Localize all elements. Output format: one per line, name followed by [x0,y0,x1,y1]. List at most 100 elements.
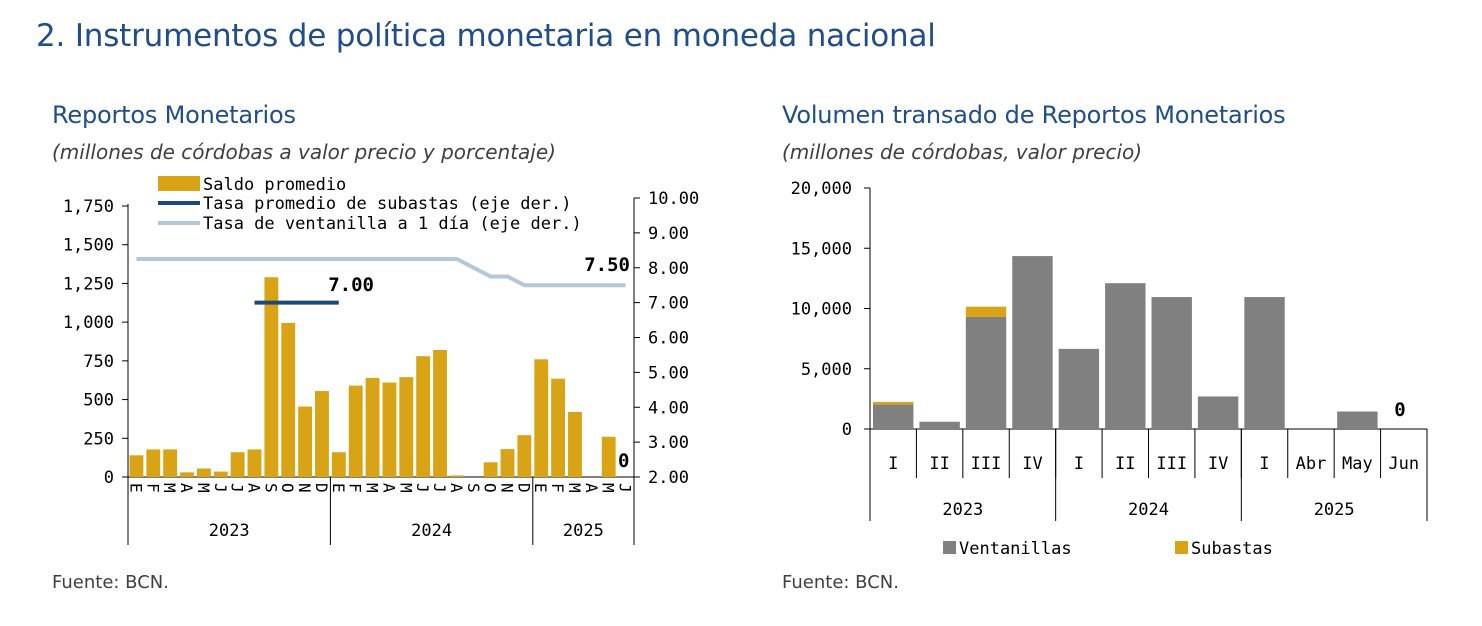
x-month-label: M [363,483,382,493]
ventanillas-bar [1151,297,1192,429]
legend-swatch-saldo [158,176,200,191]
x-month-label: J [228,483,247,493]
left-source-note: Fuente: BCN. [52,572,169,593]
x-month-label: N [498,483,517,493]
last-value-label: 0 [1394,399,1405,421]
saldo-promedio-bar [331,452,346,477]
y-tick-label: 10,000 [791,300,852,320]
left-y-tick-label: 1,250 [63,274,114,294]
left-y-tick-label: 1,000 [63,313,114,333]
legend-label: Tasa de ventanilla a 1 día (eje der.) [203,214,582,234]
right-y-tick-label: 10.00 [648,189,699,209]
y-tick-label: 0 [842,420,852,440]
ventanillas-bar [1012,256,1053,429]
saldo-promedio-bar [281,322,296,477]
x-category-label: IV [1022,454,1042,474]
x-month-label: M [565,483,584,493]
x-category-label: I [888,454,898,474]
x-month-label: O [481,483,500,493]
y-tick-label: 5,000 [801,360,852,380]
ventanillas-bar [965,316,1007,429]
saldo-promedio-bar [517,435,532,477]
x-category-label: II [929,454,949,474]
left-y-tick-label: 750 [83,352,114,372]
ventanillas-bar [1197,396,1239,429]
ventanillas-bar [1105,283,1146,429]
legend-swatch-ventanillas [943,541,956,554]
legend-label: Saldo promedio [203,175,346,195]
x-month-label: O [278,483,297,493]
x-month-label: S [464,483,483,493]
left-chart-title: Reportos Monetarios [52,101,296,129]
saldo-promedio-bar [196,468,211,477]
saldo-promedio-bar [129,455,144,477]
ventanillas-bar [1058,348,1100,429]
ventanillas-bar [873,404,914,429]
x-month-label: D [312,483,331,493]
right-y-tick-label: 2.00 [648,468,689,488]
x-category-label: IV [1208,454,1228,474]
x-month-label: E [531,483,550,493]
right-source-note: Fuente: BCN. [782,572,899,593]
right-y-tick-label: 8.00 [648,259,689,279]
x-month-label: M [396,483,415,493]
y-tick-label: 15,000 [791,239,852,259]
x-month-label: M [599,483,618,493]
right-chart-subtitle: (millones de córdobas, valor precio) [782,140,1143,164]
legend-label-ventanillas: Ventanillas [959,539,1072,559]
saldo-promedio-bar [382,382,397,477]
left-y-tick-label: 1,500 [63,236,114,256]
ventanillas-bar [919,421,960,429]
left-y-tick-label: 0 [104,468,114,488]
ventanillas-bar [1244,297,1285,429]
x-year-label: 2025 [1314,500,1355,520]
saldo-promedio-bar [551,378,566,477]
x-month-label: A [447,483,466,493]
right-y-tick-label: 9.00 [648,224,689,244]
saldo-promedio-bar [568,411,582,477]
left-y-tick-label: 1,750 [63,197,114,217]
saldo-promedio-bar [483,462,498,477]
x-year-label: 2025 [563,521,604,541]
left-chart-subtitle: (millones de córdobas a valor precio y p… [52,140,556,164]
x-category-label: I [1259,454,1269,474]
x-category-label: III [971,454,1002,474]
legend-label-subastas: Subastas [1191,539,1273,559]
last-value-label: 0 [618,450,629,472]
saldo-promedio-bar [315,391,329,477]
legend-label: Tasa promedio de subastas (eje der.) [203,194,571,214]
saldo-promedio-bar [416,356,431,477]
reportos-monetarios-chart: 0 250 500 750 1,000 1,250 1,500 1,750 2.00 3.00 4.… [63,175,699,545]
x-year-label: 2024 [1128,500,1169,520]
x-month-label: J [211,483,230,493]
saldo-promedio-bar [213,471,228,477]
saldo-promedio-bar [534,359,549,477]
page-title: 2. Instrumentos de política monetaria en… [36,18,936,54]
x-category-label: Abr [1296,454,1327,474]
x-year-label: 2023 [942,500,983,520]
saldo-promedio-bar [146,449,161,477]
x-year-label: 2024 [411,521,452,541]
right-y-tick-label: 4.00 [648,398,689,418]
x-month-label: A [177,483,196,493]
ventanillas-bar [1337,411,1378,429]
x-month-label: J [413,483,432,493]
ventanilla-rate-line [136,257,626,288]
x-month-label: E [126,483,145,493]
saldo-promedio-bar [348,385,363,477]
saldo-promedio-bar [163,449,178,477]
x-category-label: I [1074,454,1084,474]
saldo-promedio-bar [500,449,515,477]
saldo-promedio-bar [180,472,194,477]
x-month-label: M [160,483,179,493]
x-month-label: E [329,483,348,493]
y-tick-label: 20,000 [791,179,852,199]
x-month-label: F [346,483,365,493]
right-y-tick-label: 6.00 [648,329,689,349]
x-category-label: III [1156,454,1187,474]
saldo-promedio-bar [399,377,414,477]
saldo-promedio-bar [230,452,245,477]
x-month-label: N [295,483,314,493]
x-month-label: S [261,483,280,493]
